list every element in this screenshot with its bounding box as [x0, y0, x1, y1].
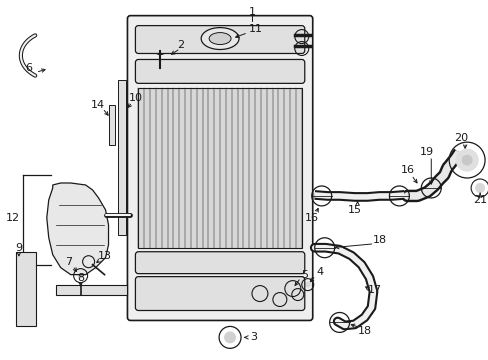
Text: 7: 7: [65, 257, 72, 267]
FancyBboxPatch shape: [127, 15, 312, 320]
FancyBboxPatch shape: [135, 59, 304, 84]
Text: 17: 17: [366, 284, 381, 294]
Text: 12: 12: [6, 213, 20, 223]
Text: 9: 9: [15, 243, 22, 253]
Circle shape: [455, 149, 477, 171]
Text: 16: 16: [400, 165, 413, 175]
Circle shape: [304, 282, 310, 288]
Bar: [138, 88, 301, 248]
Polygon shape: [47, 183, 108, 275]
Circle shape: [78, 273, 83, 279]
Circle shape: [156, 42, 164, 50]
FancyBboxPatch shape: [135, 26, 304, 54]
FancyBboxPatch shape: [135, 252, 304, 274]
Text: 10: 10: [128, 93, 142, 103]
Text: 5: 5: [301, 270, 307, 280]
Bar: [16, 252, 36, 327]
Ellipse shape: [209, 32, 230, 45]
Ellipse shape: [201, 28, 239, 50]
Circle shape: [288, 285, 296, 293]
Text: 18: 18: [372, 235, 386, 245]
Text: 21: 21: [472, 195, 486, 205]
Circle shape: [224, 332, 236, 343]
Text: 18: 18: [357, 327, 371, 336]
Circle shape: [461, 155, 471, 165]
Text: 15: 15: [347, 205, 361, 215]
Text: 4: 4: [316, 267, 323, 276]
Text: 13: 13: [97, 251, 111, 261]
Text: 20: 20: [453, 133, 468, 143]
Text: 19: 19: [419, 147, 433, 157]
Text: 14: 14: [90, 100, 104, 110]
Bar: [56, 285, 127, 294]
Text: 8: 8: [77, 273, 84, 283]
Text: 1: 1: [248, 6, 255, 17]
Bar: [118, 80, 126, 235]
Bar: [108, 105, 114, 145]
Text: 3: 3: [250, 332, 257, 342]
Text: 11: 11: [248, 24, 263, 33]
Text: 6: 6: [25, 63, 32, 73]
Text: 16: 16: [304, 213, 318, 223]
FancyBboxPatch shape: [135, 276, 304, 310]
Text: 2: 2: [176, 40, 183, 50]
Circle shape: [474, 183, 484, 193]
